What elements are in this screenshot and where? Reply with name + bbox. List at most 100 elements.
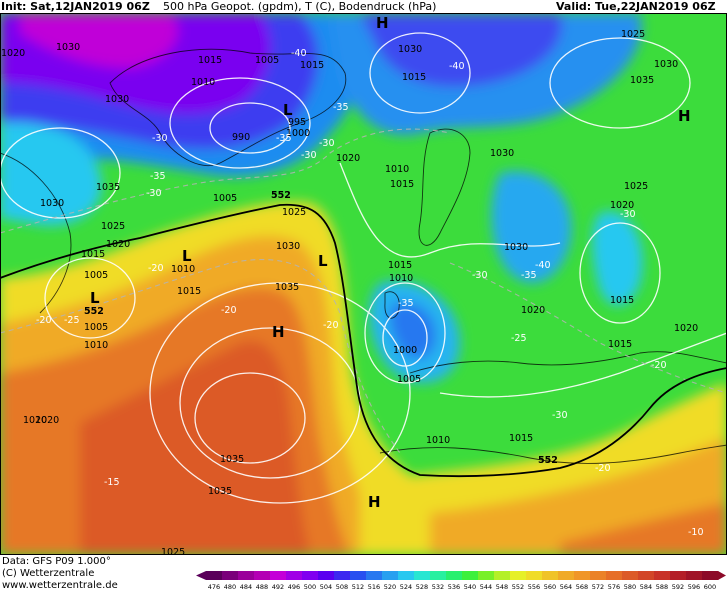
britain-coast (384, 291, 400, 319)
website-link[interactable]: www.wetterzentrale.de (2, 580, 118, 591)
colorbar-tick-label: 600 (704, 583, 716, 591)
colorbar-swatch (670, 571, 687, 580)
colorbar-swatch (430, 571, 447, 580)
colorbar-tick-label: 488 (256, 583, 268, 591)
colorbar-tick-label: 496 (288, 583, 300, 591)
colorbar-swatch (366, 571, 383, 580)
isobar-high-east (579, 222, 661, 324)
colorbar-swatch (254, 571, 271, 580)
pressure-label: 1030 (654, 59, 678, 70)
pressure-label: 1025 (282, 207, 306, 218)
temperature-label: -20 (221, 305, 237, 316)
pressure-label: 1015 (608, 339, 632, 350)
temperature-label: -30 (552, 410, 568, 421)
temperature-label: -30 (152, 133, 168, 144)
cold-core-magenta (20, 13, 178, 68)
temperature-label: -20 (148, 263, 164, 274)
colorbar-swatch (238, 571, 255, 580)
colorbar-tick-label: 560 (544, 583, 556, 591)
colorbar-tick-label: 592 (672, 583, 684, 591)
pressure-label: 1015 (402, 72, 426, 83)
pressure-label: 1035 (220, 454, 244, 465)
colorbar-swatch (222, 571, 239, 580)
pressure-label: 1020 (23, 415, 47, 426)
pressure-label: 1020 (336, 153, 360, 164)
pressure-label: 1025 (101, 221, 125, 232)
temperature-label: -40 (449, 61, 465, 72)
colorbar-swatch (686, 571, 703, 580)
pressure-label: 1010 (171, 264, 195, 275)
colorbar-tick-label: 540 (464, 583, 476, 591)
isobars (0, 32, 727, 504)
isobar-south (439, 332, 727, 398)
pressure-label: 1005 (84, 322, 108, 333)
cold-field-west (0, 122, 102, 226)
cold-trough-far-east (592, 211, 643, 306)
pressure-label: 1010 (191, 77, 215, 88)
pressure-label: 1000 (286, 128, 310, 139)
high-centre-north: H (376, 14, 389, 32)
colorbar-swatch (654, 571, 671, 580)
colorbar-swatch (286, 571, 303, 580)
temperature-label: -10 (688, 527, 704, 538)
colorbar-swatch (446, 571, 463, 580)
pressure-label: 1015 (388, 260, 412, 271)
colorbar-swatch (606, 571, 623, 580)
pressure-label: 1010 (385, 164, 409, 175)
colorbar-tick-label: 504 (320, 583, 332, 591)
pressure-label: 990 (232, 132, 250, 143)
colorbar-arrow-right (718, 571, 726, 580)
pressure-label: 1020 (674, 323, 698, 334)
colorbar-arrow-left (196, 571, 206, 580)
temperature-label: -40 (291, 48, 307, 59)
pressure-label: 1020 (35, 415, 59, 426)
colorbar-tick-label: 584 (640, 583, 652, 591)
low-centre-atlantic-east: L (318, 252, 328, 270)
contour-552 (0, 203, 727, 478)
temperature-label: -20 (323, 320, 339, 331)
temperature-label: -30 (620, 209, 636, 220)
valid-time: Valid: Tue,22JAN2019 06Z (556, 0, 716, 13)
temperature-label: -30 (472, 270, 488, 281)
pressure-label: 1000 (393, 345, 417, 356)
colorbar-swatch (510, 571, 527, 580)
colorbar-swatch (702, 571, 719, 580)
pressure-label: 1025 (621, 29, 645, 40)
colorbar-tick-label: 544 (480, 583, 492, 591)
colorbar-tick-label: 572 (592, 583, 604, 591)
colorbar-tick-label: 576 (608, 583, 620, 591)
colorbar-swatch (414, 571, 431, 580)
pressure-label: 1005 (213, 193, 237, 204)
weather-map: 1030 1015 1005 1015 1010 1030 1030 1015 … (0, 13, 727, 555)
colorbar-tick-label: 552 (512, 583, 524, 591)
high-centre-atlantic: H (272, 323, 285, 341)
pressure-label: 1015 (300, 60, 324, 71)
colorbar-tick-label: 580 (624, 583, 636, 591)
data-source: Data: GFS P09 1.000° (2, 556, 111, 567)
colorbar-swatch (318, 571, 335, 580)
temperature-label: -20 (595, 463, 611, 474)
pressure-label: 995 (288, 117, 306, 128)
pressure-label: 1030 (490, 148, 514, 159)
pressure-label: 1015 (390, 179, 414, 190)
pressure-label: 1010 (389, 273, 413, 284)
temperature-label: -25 (511, 333, 527, 344)
pressure-label: 1015 (177, 286, 201, 297)
pressure-label: 1035 (208, 486, 232, 497)
colorbar-swatch (462, 571, 479, 580)
colorbar-tick-label: 484 (240, 583, 252, 591)
pressure-centres: H L L L L H H H (90, 14, 691, 511)
colorbar-tick-label: 528 (416, 583, 428, 591)
pressure-label: 1030 (56, 42, 80, 53)
colorbar-swatch (558, 571, 575, 580)
isobar-low-greenland (169, 77, 311, 169)
colorbar-tick-label: 532 (432, 583, 444, 591)
temperature-label: -15 (104, 477, 120, 488)
low-centre-atlantic-west: L (90, 289, 100, 307)
low-centre-greenland: L (283, 101, 293, 119)
high-centre-iberia: H (368, 493, 381, 511)
temperature-label: -30 (146, 188, 162, 199)
canada-coast (0, 152, 72, 314)
colorbar-swatch (398, 571, 415, 580)
pressure-label: 1010 (426, 435, 450, 446)
